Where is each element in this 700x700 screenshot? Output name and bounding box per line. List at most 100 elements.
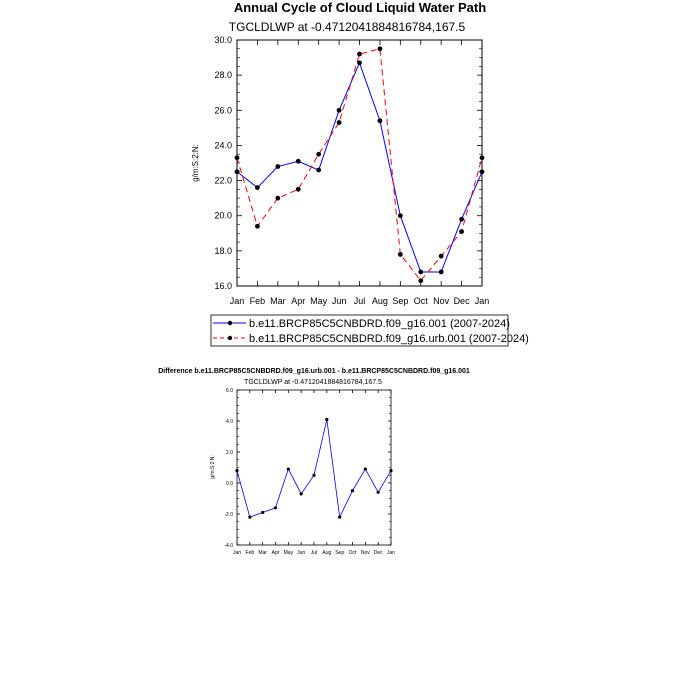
data-point	[234, 169, 240, 175]
y-tick-label: 18.0	[214, 246, 232, 256]
data-point	[397, 213, 403, 219]
data-point	[418, 269, 424, 275]
data-point	[273, 506, 278, 510]
x-tick-label: Jan	[387, 550, 395, 556]
y-tick-label: -4.0	[224, 543, 233, 549]
x-tick-label: Sep	[392, 296, 408, 306]
data-point	[275, 195, 281, 201]
data-point	[316, 151, 322, 157]
y-tick-label: 16.0	[214, 281, 232, 291]
x-tick-label: Jul	[311, 550, 317, 556]
legend-marker-series-2	[227, 335, 233, 341]
y-tick-label: 24.0	[214, 140, 232, 150]
x-tick-label: Jan	[230, 296, 245, 306]
data-point	[377, 118, 383, 124]
difference-chart-title: Difference b.e11.BRCP85C5CNBDRD.f09_g16.…	[158, 368, 470, 375]
annual-cycle-chart: Annual Cycle of Cloud Liquid Water Path …	[191, 0, 529, 347]
chart-title: Annual Cycle of Cloud Liquid Water Path	[234, 0, 486, 15]
data-point	[336, 107, 342, 113]
x-tick-label: Oct	[414, 296, 429, 306]
data-point	[438, 269, 444, 275]
y-tick-label: 26.0	[214, 105, 232, 115]
x-tick-label: Mar	[258, 550, 267, 556]
y-tick-label: 20.0	[214, 211, 232, 221]
data-point	[255, 223, 260, 229]
x-tick-label: Mar	[270, 296, 286, 306]
data-point	[377, 46, 383, 52]
difference-plot-frame	[236, 389, 392, 546]
difference-chart-subtitle: TGCLDLWP at -0.4712041884816784,167.5	[244, 379, 382, 386]
data-point	[363, 467, 367, 471]
x-tick-label: Jan	[475, 296, 490, 306]
data-point	[312, 473, 316, 477]
data-point	[248, 515, 252, 519]
plot-frame	[236, 39, 483, 287]
x-tick-label: Apr	[272, 550, 280, 556]
data-point	[418, 278, 424, 284]
data-point	[459, 229, 464, 234]
x-tick-label: Nov	[433, 296, 450, 306]
x-tick-label: Jun	[332, 296, 347, 306]
x-tick-label: May	[310, 296, 328, 306]
y-tick-label: 22.0	[214, 176, 232, 186]
data-point	[275, 164, 281, 169]
x-tick-label: Aug	[372, 296, 388, 306]
y-tick-label: 0.0	[226, 481, 233, 487]
difference-chart: Difference b.e11.BRCP85C5CNBDRD.f09_g16.…	[158, 368, 470, 556]
legend-box	[210, 314, 509, 347]
x-tick-label: Nov	[361, 550, 370, 556]
x-tick-label: Jan	[233, 550, 241, 556]
difference-y-axis-label: g/m:S:2:N:	[210, 455, 216, 479]
axes: Jan Feb Mar Apr May Jun Jul Aug Sep Oct Nov Dec Jan 1…	[214, 35, 489, 306]
data-point	[357, 60, 362, 66]
y-tick-label: 28.0	[214, 70, 232, 80]
data-point	[459, 216, 464, 222]
data-point	[350, 489, 355, 493]
y-axis-label: g/m:S:2:N:	[191, 144, 200, 182]
series-line-1	[236, 419, 392, 519]
data-point	[234, 155, 240, 161]
difference-axes: Jan Feb Mar Apr May Jun Jul Aug Sep Oct Nov Dec Jan-…	[224, 388, 395, 556]
series-line-1	[236, 61, 483, 273]
x-tick-label: Sep	[335, 550, 344, 556]
data-point	[299, 492, 303, 496]
data-point	[357, 51, 362, 57]
data-point	[479, 155, 485, 161]
legend-label-series-2: b.e11.BRCP85C5CNBDRD.f09_g16.urb.001 (20…	[249, 333, 529, 345]
y-tick-label: 30.0	[214, 35, 232, 45]
difference-series-group	[235, 417, 393, 519]
x-tick-label: Apr	[291, 296, 305, 306]
data-point	[389, 469, 393, 473]
data-point	[235, 469, 239, 473]
data-point	[438, 253, 444, 259]
y-tick-label: 4.0	[226, 419, 233, 425]
data-point	[338, 515, 342, 519]
chart-subtitle: TGCLDLWP at -0.4712041884816784,167.5	[229, 20, 466, 34]
x-tick-label: Feb	[250, 296, 266, 306]
x-tick-label: Jun	[297, 550, 305, 556]
data-point	[325, 417, 329, 422]
y-tick-label: -2.0	[224, 512, 233, 518]
x-tick-label: Aug	[322, 550, 331, 556]
legend-label-series-1: b.e11.BRCP85C5CNBDRD.f09_g16.001 (2007-2…	[249, 318, 510, 330]
y-tick-label: 6.0	[226, 388, 233, 394]
data-point	[295, 186, 301, 192]
data-point	[255, 185, 260, 191]
y-tick-label: 2.0	[226, 450, 233, 456]
x-tick-label: Dec	[454, 296, 471, 306]
legend-marker-series-1	[227, 320, 233, 326]
data-point	[316, 167, 322, 173]
x-tick-label: Feb	[246, 550, 255, 556]
data-point	[261, 510, 265, 515]
x-tick-label: May	[284, 550, 294, 556]
x-tick-label: Oct	[349, 550, 357, 556]
legend: b.e11.BRCP85C5CNBDRD.f09_g16.001 (2007-2…	[210, 314, 529, 347]
data-point	[397, 251, 403, 257]
series-line-2	[236, 48, 483, 282]
data-point	[479, 169, 485, 175]
x-tick-label: Dec	[374, 550, 383, 556]
x-tick-label: Jul	[354, 296, 366, 306]
series-group	[234, 46, 485, 284]
data-point	[376, 490, 380, 494]
